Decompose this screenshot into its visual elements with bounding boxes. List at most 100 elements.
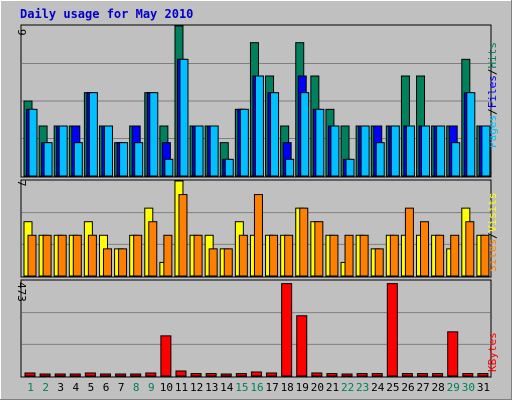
bar-pages <box>254 75 264 177</box>
bar-sites <box>102 248 112 277</box>
day-label: 4 <box>73 381 80 394</box>
bar-sites <box>193 234 203 277</box>
bar-kbytes <box>130 373 142 377</box>
day-label: 12 <box>190 381 203 394</box>
legend-entry: / <box>486 108 499 115</box>
day-label: 1 <box>27 381 34 394</box>
bar-pages <box>73 142 83 177</box>
day-label: 7 <box>118 381 125 394</box>
bar-kbytes <box>386 283 398 377</box>
bar-kbytes <box>417 373 429 377</box>
bar-pages <box>270 92 280 177</box>
bar-pages <box>481 125 491 177</box>
day-label: 9 <box>148 381 155 394</box>
bar-sites <box>148 221 158 277</box>
day-label: 10 <box>160 381 173 394</box>
bars <box>23 25 491 377</box>
bar-sites <box>133 234 143 277</box>
bar-sites <box>450 234 460 277</box>
panel-frame <box>20 24 492 178</box>
bar-kbytes <box>266 372 278 377</box>
bar-sites <box>299 207 309 277</box>
bar-kbytes <box>250 371 262 377</box>
y-max-label: 7 <box>15 180 28 187</box>
legend-entry: / <box>486 69 499 76</box>
day-label: 29 <box>447 381 460 394</box>
bar-kbytes <box>145 372 157 377</box>
day-label: 11 <box>175 381 188 394</box>
bar-kbytes <box>356 373 368 377</box>
day-labels: 1 2 3 4 5 6 7 8 9 10 11 12 13 14 15 16 17 18 19 20 21 22 23 24 2… <box>27 381 490 394</box>
bar-pages <box>390 125 400 177</box>
legend-kbytes: KBytes <box>486 332 499 372</box>
day-label: 6 <box>103 381 110 394</box>
bar-pages <box>466 92 476 177</box>
panel-frame <box>20 279 492 378</box>
y-max-label: 473 <box>15 282 28 302</box>
bar-sites <box>163 234 173 277</box>
bar-kbytes <box>326 373 338 377</box>
bar-pages <box>285 158 295 177</box>
bar-pages <box>179 58 189 177</box>
bar-sites <box>27 234 37 277</box>
legend-entry: Files <box>486 75 499 108</box>
bar-kbytes <box>220 373 232 377</box>
bar-pages <box>300 92 310 177</box>
bar-pages <box>330 125 340 177</box>
day-label: 21 <box>326 381 339 394</box>
bar-kbytes <box>311 372 323 377</box>
day-label: 31 <box>477 381 490 394</box>
bar-kbytes <box>39 373 51 377</box>
bar-kbytes <box>160 335 172 377</box>
bar-sites <box>178 194 188 277</box>
day-label: 17 <box>265 381 278 394</box>
bar-pages <box>103 125 113 177</box>
bar-pages <box>88 92 98 177</box>
bar-sites <box>72 234 82 277</box>
bar-pages <box>58 125 68 177</box>
bar-sites <box>420 221 430 277</box>
panel-frame <box>20 179 492 278</box>
bar-pages <box>239 108 249 177</box>
bar-pages <box>345 158 355 177</box>
bar-pages <box>119 142 129 177</box>
day-label: 30 <box>462 381 475 394</box>
bar-kbytes <box>235 373 247 377</box>
bar-sites <box>42 234 52 277</box>
bar-sites <box>374 248 384 277</box>
day-label: 24 <box>371 381 385 394</box>
panel-kbytes: 473 KBytes <box>15 279 499 378</box>
bar-sites <box>344 234 354 277</box>
bar-kbytes <box>432 373 444 377</box>
bar-sites <box>359 234 369 277</box>
bar-pages <box>360 125 370 177</box>
bar-pages <box>134 142 144 177</box>
bar-kbytes <box>371 373 383 377</box>
day-label: 28 <box>432 381 445 394</box>
bar-kbytes <box>69 373 81 377</box>
bar-sites <box>389 234 399 277</box>
bar-sites <box>435 234 445 277</box>
bar-pages <box>149 92 159 177</box>
bar-pages <box>405 125 415 177</box>
bar-pages <box>421 125 431 177</box>
bar-sites <box>87 234 97 277</box>
bar-kbytes <box>296 315 308 377</box>
y-max-label: 9 <box>15 29 28 36</box>
legend-entry: Hits <box>486 42 499 69</box>
legend-text: KBytes <box>486 332 499 372</box>
legend-entry: / <box>486 232 499 239</box>
bar-kbytes <box>281 283 293 377</box>
bar-pages <box>209 125 219 177</box>
day-label: 20 <box>311 381 324 394</box>
bar-kbytes <box>205 373 217 377</box>
day-label: 19 <box>296 381 309 394</box>
bar-kbytes <box>447 331 459 377</box>
bar-pages <box>436 125 446 177</box>
bar-sites <box>223 248 233 277</box>
bar-sites <box>465 221 475 277</box>
bar-pages <box>224 158 234 177</box>
day-label: 27 <box>416 381 429 394</box>
day-label: 16 <box>250 381 263 394</box>
